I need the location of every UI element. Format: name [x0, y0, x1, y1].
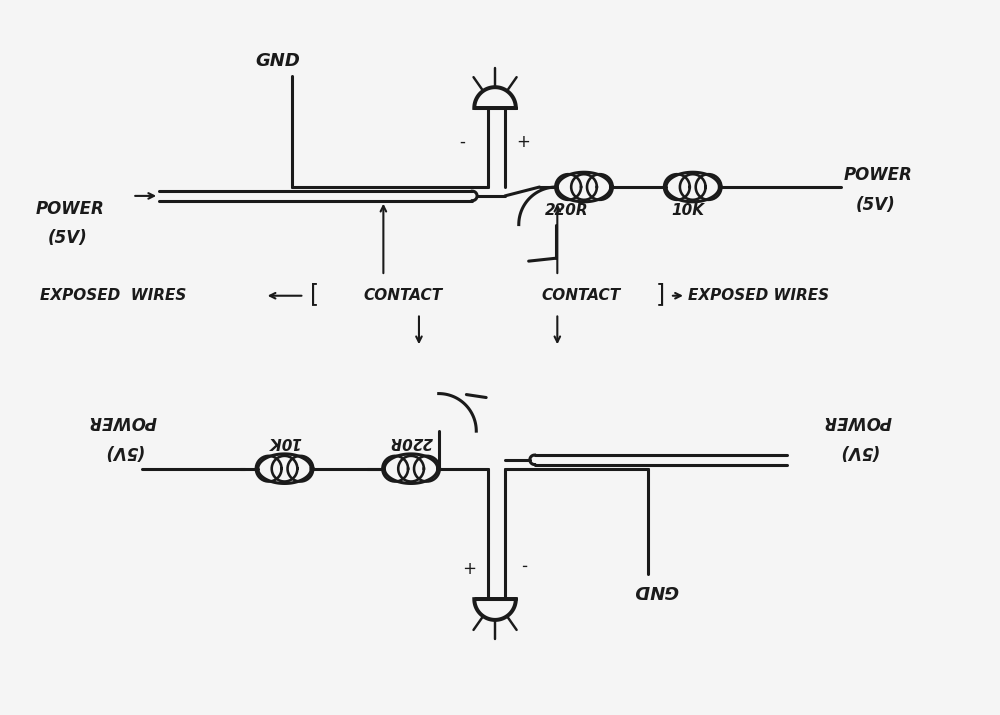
Text: -: -: [460, 132, 465, 151]
Text: POWER: POWER: [823, 413, 892, 430]
Text: CONTACT: CONTACT: [542, 288, 621, 303]
Text: +: +: [460, 556, 474, 575]
Text: GND: GND: [634, 581, 679, 599]
Text: EXPOSED WIRES: EXPOSED WIRES: [688, 288, 829, 303]
Text: +: +: [516, 132, 530, 151]
Text: -: -: [522, 556, 528, 575]
Text: EXPOSED  WIRES: EXPOSED WIRES: [40, 288, 187, 303]
Text: 10K: 10K: [671, 202, 704, 217]
Text: (5V): (5V): [47, 230, 87, 247]
Text: GND: GND: [255, 51, 300, 69]
Text: POWER: POWER: [88, 413, 157, 430]
Text: POWER: POWER: [844, 166, 913, 184]
Text: 10K: 10K: [268, 433, 301, 448]
Text: [: [: [310, 282, 319, 306]
Text: 220R: 220R: [389, 433, 433, 448]
Text: (5V): (5V): [856, 196, 896, 214]
Text: 220R: 220R: [544, 202, 588, 217]
Text: ]: ]: [656, 282, 665, 306]
Text: POWER: POWER: [35, 199, 104, 218]
Text: (5V): (5V): [838, 442, 878, 460]
Text: CONTACT: CONTACT: [364, 288, 443, 303]
Text: (5V): (5V): [103, 442, 142, 460]
